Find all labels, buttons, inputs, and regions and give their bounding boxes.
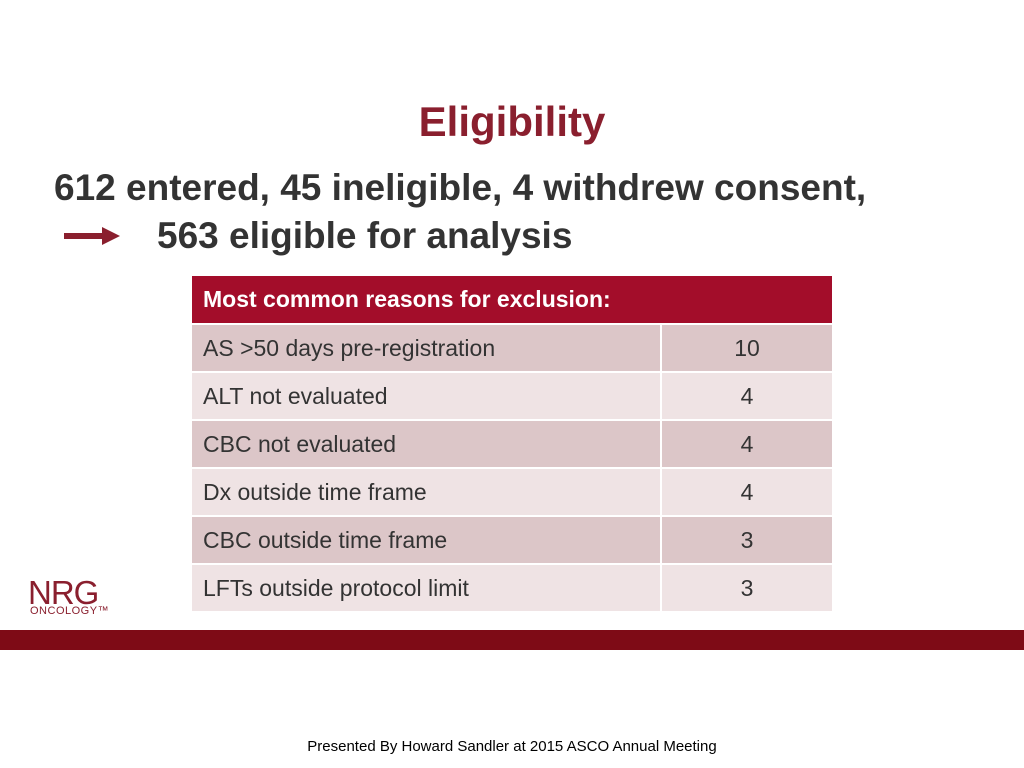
exclusion-table: Most common reasons for exclusion: AS >5… [192,276,833,613]
table-header: Most common reasons for exclusion: [192,276,833,325]
slide-title: Eligibility [418,98,606,145]
reason-cell: CBC outside time frame [192,515,661,565]
reason-cell: AS >50 days pre-registration [192,323,661,373]
reason-cell: Dx outside time frame [192,467,661,517]
table-row: CBC outside time frame 3 [192,515,833,565]
count-cell: 4 [659,419,833,469]
right-arrow-icon [64,227,120,245]
logo-subtitle: ONCOLOGY™ [30,605,110,617]
presenter-credit: Presented By Howard Sandler at 2015 ASCO… [307,738,717,755]
summary-line-2: 563 eligible for analysis [157,215,573,256]
count-cell: 10 [659,323,833,373]
table-header-row: Most common reasons for exclusion: [192,276,833,325]
count-cell: 4 [659,371,833,421]
summary-line-1: 612 entered, 45 ineligible, 4 withdrew c… [54,167,867,208]
table-row: CBC not evaluated 4 [192,419,833,469]
reason-cell: CBC not evaluated [192,419,661,469]
reason-cell: LFTs outside protocol limit [192,563,661,613]
logo-name: NRG [28,574,99,611]
count-cell: 4 [659,467,833,517]
table-row: LFTs outside protocol limit 3 [192,563,833,613]
count-cell: 3 [659,515,833,565]
table-row: ALT not evaluated 4 [192,371,833,421]
table-row: AS >50 days pre-registration 10 [192,323,833,373]
table-row: Dx outside time frame 4 [192,467,833,517]
reason-cell: ALT not evaluated [192,371,661,421]
nrg-oncology-logo: NRG ONCOLOGY™ [28,574,138,622]
count-cell: 3 [659,563,833,613]
footer-band [0,630,1024,650]
